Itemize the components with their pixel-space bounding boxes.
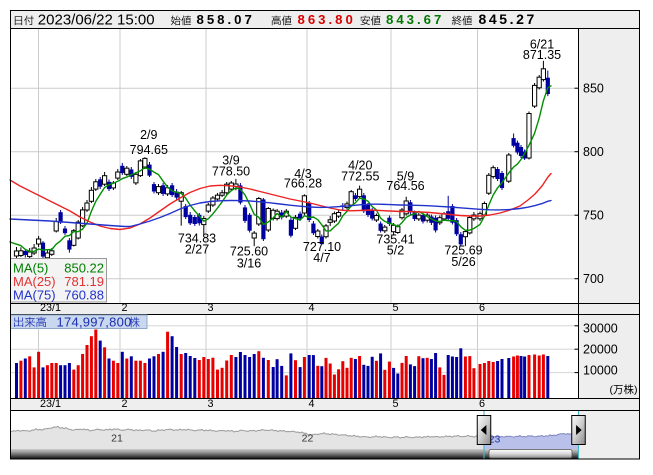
svg-text:2/9: 2/9 [140, 128, 157, 142]
svg-text:794.65: 794.65 [130, 143, 168, 157]
svg-text:174,997,800: 174,997,800 [57, 315, 132, 330]
svg-text:725.69: 725.69 [444, 244, 482, 258]
svg-text:23/1: 23/1 [40, 398, 61, 410]
svg-text:6/21: 6/21 [530, 37, 554, 51]
svg-text:6: 6 [479, 398, 485, 410]
svg-text:4/3: 4/3 [294, 167, 311, 181]
svg-text:5: 5 [393, 398, 399, 410]
svg-text:2: 2 [122, 398, 128, 410]
svg-text:4: 4 [309, 302, 315, 314]
svg-text:4/20: 4/20 [348, 158, 372, 172]
svg-text:871.35: 871.35 [523, 48, 561, 62]
svg-text:20000: 20000 [583, 343, 618, 357]
svg-text:3: 3 [208, 302, 214, 314]
svg-text:2/27: 2/27 [185, 243, 209, 257]
svg-text:734.83: 734.83 [178, 232, 216, 246]
svg-text:4: 4 [309, 398, 315, 410]
svg-text:735.41: 735.41 [376, 233, 414, 247]
svg-text:21: 21 [111, 433, 123, 445]
svg-text:863.80: 863.80 [298, 12, 356, 27]
svg-text:5/9: 5/9 [397, 170, 414, 184]
svg-text:3: 3 [208, 398, 214, 410]
svg-text:845.27: 845.27 [479, 11, 537, 27]
svg-text:2: 2 [122, 302, 128, 314]
svg-text:23: 23 [489, 434, 501, 446]
svg-text:3/9: 3/9 [222, 154, 239, 168]
svg-text:5: 5 [393, 302, 399, 314]
svg-text:700: 700 [583, 272, 604, 286]
svg-text:850.22: 850.22 [64, 260, 104, 275]
svg-text:764.56: 764.56 [386, 179, 424, 193]
svg-text:4/7: 4/7 [313, 251, 330, 265]
svg-text:30000: 30000 [583, 322, 618, 336]
svg-text:MA(5): MA(5) [13, 260, 48, 275]
svg-text:22: 22 [302, 433, 314, 445]
svg-text:3/16: 3/16 [237, 256, 261, 270]
svg-text:23/1: 23/1 [40, 302, 61, 314]
svg-text:800: 800 [583, 145, 604, 159]
svg-text:781.19: 781.19 [64, 274, 104, 289]
svg-text:778.50: 778.50 [212, 165, 250, 179]
svg-text:(万株): (万株) [610, 383, 638, 396]
svg-text:5/2: 5/2 [387, 244, 404, 258]
svg-text:6: 6 [479, 302, 485, 314]
svg-text:766.28: 766.28 [284, 177, 322, 191]
svg-text:2023/06/22 15:00: 2023/06/22 15:00 [38, 11, 155, 28]
svg-text:760.88: 760.88 [64, 287, 104, 302]
svg-text:750: 750 [583, 209, 604, 223]
svg-text:5/26: 5/26 [451, 255, 475, 269]
svg-text:725.60: 725.60 [230, 245, 268, 259]
svg-text:10000: 10000 [583, 364, 618, 378]
svg-text:843.67: 843.67 [386, 12, 444, 27]
svg-text:MA(75): MA(75) [13, 287, 56, 302]
svg-text:MA(25): MA(25) [13, 274, 56, 289]
svg-text:850: 850 [583, 82, 604, 96]
svg-text:772.55: 772.55 [341, 169, 379, 183]
svg-text:858.07: 858.07 [197, 12, 255, 27]
svg-text:727.10: 727.10 [303, 240, 341, 254]
